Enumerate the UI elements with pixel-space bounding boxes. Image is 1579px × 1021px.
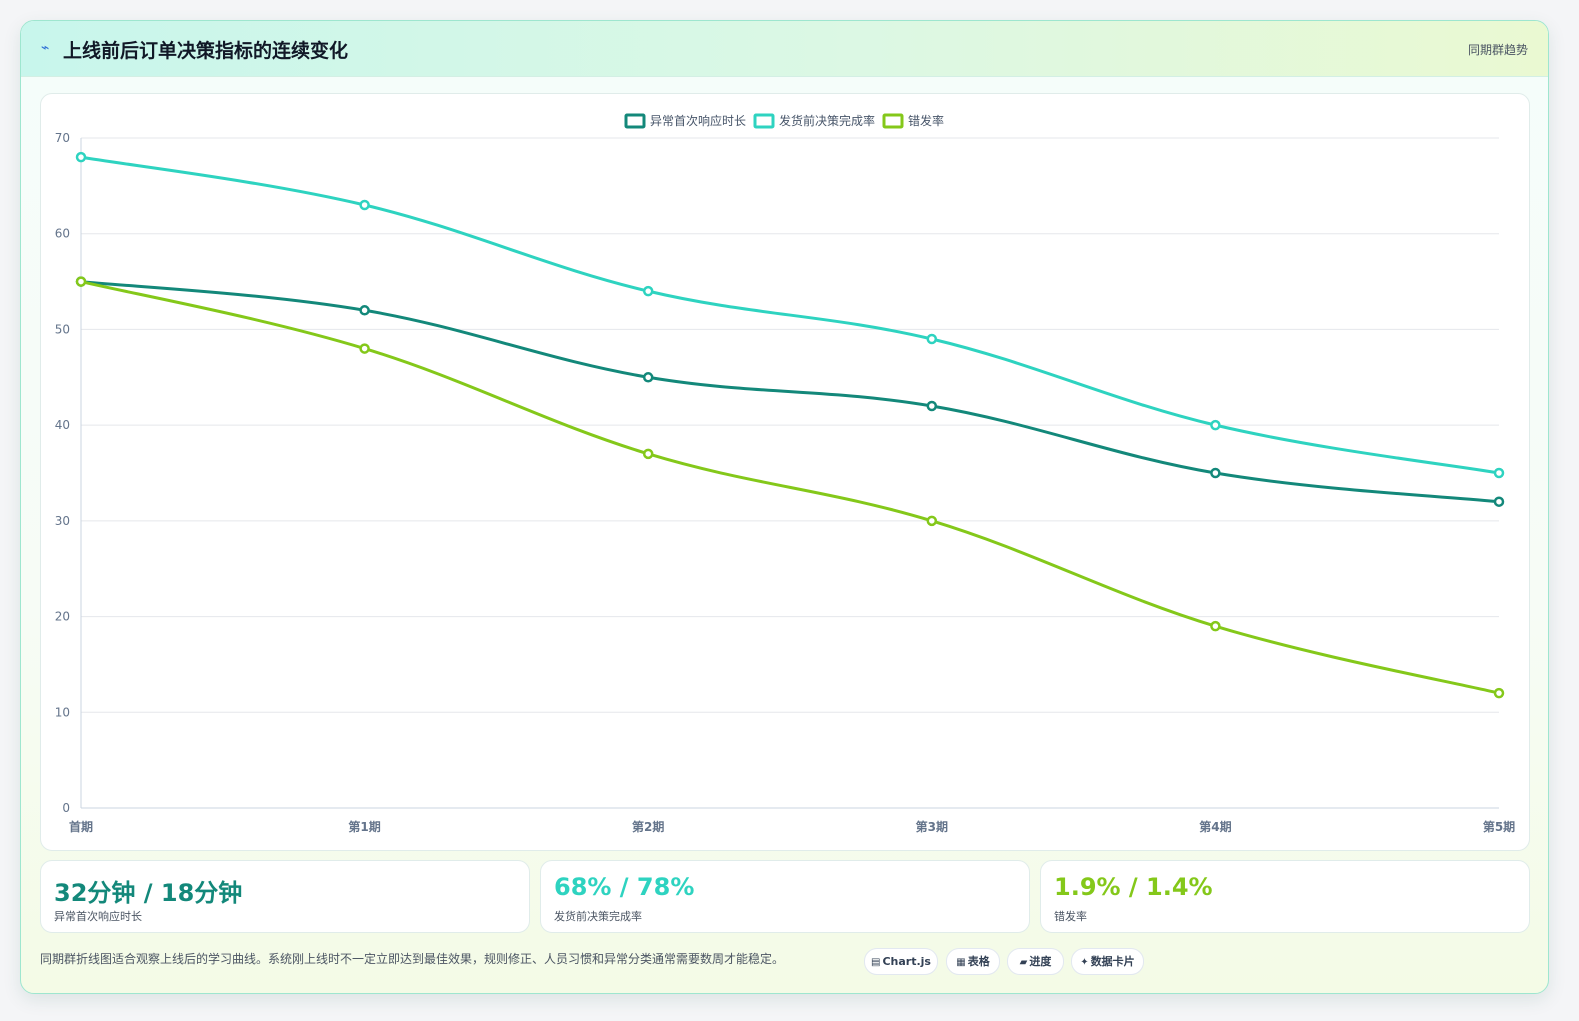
data-point [75,276,87,287]
header-label: 同期群趋势 [1467,43,1528,57]
x-tick-label: 第3期 [916,819,948,834]
y-tick-label: 40 [55,418,70,432]
chart-panel: 0 10 20 30 40 50 60 70 首期 第1期 第2期 第3期 第4期 第5期 异常首次响应时长… [40,93,1530,851]
y-tick-label: 0 [62,801,70,815]
legend-label: 异常首次响应时长 [650,113,746,128]
tag-label: 数据卡片 [1090,955,1135,968]
data-point [75,151,87,163]
x-tick-label: 第4期 [1199,819,1231,834]
kpi-value: 68% / 78% [554,873,695,901]
progress-icon: ▰ [1019,957,1028,968]
legend-label: 发货前决策完成率 [779,113,875,128]
x-tick-label: 首期 [69,819,93,834]
data-point [1493,496,1505,507]
x-tick-label: 第1期 [348,819,380,834]
data-point [359,305,370,316]
data-point [926,333,938,345]
kpi-card-completion-rate: 68% / 78% 发货前决策完成率 [540,860,1030,933]
legend-swatch [882,113,904,129]
kpi-label: 错发率 [1054,910,1087,923]
y-tick-label: 50 [55,322,70,336]
lightning-icon: ⌁ [41,40,50,56]
y-tick-label: 30 [55,514,70,528]
data-point [642,372,654,383]
footer-note: 同期群折线图适合观察上线后的学习曲线。系统刚上线时不一定立即达到最佳效果，规则修… [40,952,785,966]
data-point [1210,419,1221,431]
chart-icon: ▤ [871,957,881,968]
sparkle-icon: ✦ [1080,957,1089,968]
data-point [1210,620,1221,632]
series-line-0 [80,280,1500,504]
y-tick-label: 10 [55,705,70,719]
legend-swatch [624,113,646,129]
x-tick-label: 第2期 [632,819,664,834]
series-line-1 [80,155,1500,475]
tag-label: Chart.js [882,955,931,968]
y-tick-label: 20 [55,610,70,624]
tag-data-card[interactable]: ✦ 数据卡片 [1071,948,1144,975]
tag-progress[interactable]: ▰ 进度 [1007,948,1064,975]
x-tick-label: 第5期 [1483,819,1515,834]
tag-label: 表格 [967,955,990,968]
kpi-card-error-rate: 1.9% / 1.4% 错发率 [1040,860,1530,933]
chart-card: ⌁ 上线前后订单决策指标的连续变化 同期群趋势 0 10 20 30 40 50 60 70 首… [20,20,1549,994]
tag-label: 进度 [1029,955,1052,968]
data-point [359,343,370,354]
data-point [1210,467,1221,479]
data-point [642,448,654,460]
legend-swatch [753,113,775,129]
kpi-value: 1.9% / 1.4% [1054,873,1213,901]
line-chart: 0 10 20 30 40 50 60 70 首期 第1期 第2期 第3期 第4期 第5期 异常首次响应时长… [55,113,1515,834]
card-header: ⌁ 上线前后订单决策指标的连续变化 同期群趋势 [21,21,1548,77]
data-point [359,199,370,211]
kpi-label: 异常首次响应时长 [54,910,142,923]
page-title: 上线前后订单决策指标的连续变化 [63,40,349,62]
kpi-label: 发货前决策完成率 [554,910,642,923]
legend-label: 错发率 [908,113,944,128]
kpi-card-response-time: 32分钟 / 18分钟 异常首次响应时长 [40,860,530,933]
data-point [1493,467,1505,479]
kpi-value: 32分钟 / 18分钟 [54,879,243,907]
series-line-2 [80,280,1500,695]
data-point [926,400,938,412]
data-point [642,285,654,297]
data-point [926,515,938,527]
tag-table[interactable]: ▦ 表格 [946,948,1000,975]
table-icon: ▦ [956,957,966,968]
tag-chartjs[interactable]: ▤ Chart.js [864,948,938,975]
y-tick-label: 60 [55,227,70,241]
data-point [1493,687,1505,699]
y-tick-label: 70 [55,131,70,145]
